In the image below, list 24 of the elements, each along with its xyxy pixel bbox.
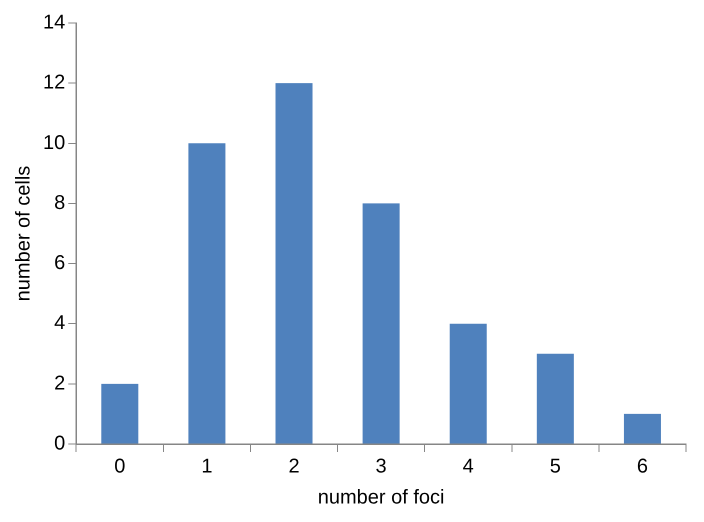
bar <box>450 324 487 444</box>
bar <box>188 143 226 444</box>
y-axis-title: number of cells <box>12 166 35 302</box>
x-tick-label: 1 <box>201 456 212 478</box>
bar <box>624 414 661 444</box>
x-tick-label: 3 <box>376 456 387 478</box>
y-tick-label: 6 <box>54 252 66 274</box>
y-tick-label: 10 <box>42 132 66 154</box>
y-tick-label: 4 <box>54 312 66 334</box>
bar <box>536 354 574 444</box>
x-tick-label: 0 <box>114 456 126 478</box>
y-tick-label: 14 <box>42 12 66 34</box>
x-tick-label: 2 <box>288 456 300 478</box>
bar <box>101 384 138 444</box>
y-tick-label: 2 <box>54 372 66 394</box>
bar <box>362 203 400 444</box>
bar <box>276 83 313 444</box>
x-tick-label: 6 <box>636 456 648 478</box>
x-axis-title: number of foci <box>318 486 444 509</box>
y-tick-label: 8 <box>54 192 66 214</box>
x-tick-label: 5 <box>550 456 561 478</box>
y-tick-label: 12 <box>42 72 66 94</box>
y-tick-label: 0 <box>54 432 66 455</box>
x-tick-label: 4 <box>462 456 474 478</box>
